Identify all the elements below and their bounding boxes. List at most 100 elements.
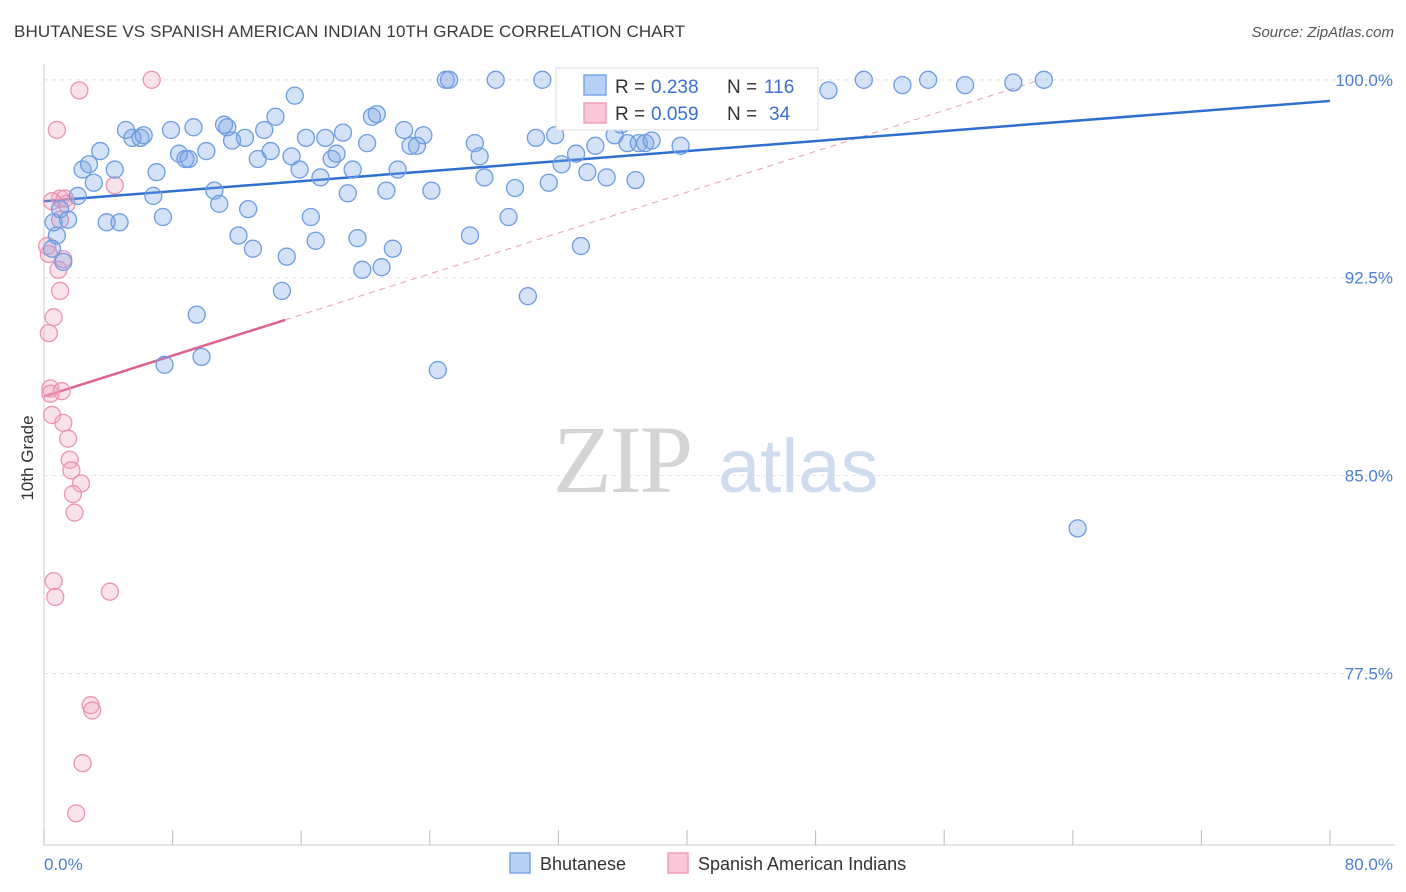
- point-bhutanese-40: [255, 120, 274, 140]
- point-bhutanese-50: [306, 231, 325, 250]
- legend-swatch-bhutanese: [583, 74, 607, 96]
- point-bhutanese-75: [460, 226, 480, 245]
- point-spanish-13: [50, 281, 70, 301]
- point-bhutanese-115: [1004, 73, 1023, 92]
- y-tick-labels: 100.0% 92.5% 85.0% 77.5%: [1335, 71, 1393, 684]
- point-bhutanese-22: [161, 120, 181, 140]
- point-bhutanese-46: [285, 86, 304, 105]
- series-spanish-american-indians: [38, 70, 161, 823]
- point-bhutanese-65: [383, 239, 402, 258]
- point-bhutanese-89: [566, 144, 586, 163]
- legend-r-value-2: 0.059: [651, 104, 699, 125]
- point-spanish-25: [71, 474, 91, 493]
- point-bhutanese-67: [394, 120, 414, 140]
- y-tick-label-3: 77.5%: [1345, 664, 1393, 683]
- point-bhutanese-48: [296, 128, 316, 148]
- point-bhutanese-70: [414, 126, 433, 145]
- point-bhutanese-51: [311, 168, 330, 187]
- point-bhutanese-74: [439, 70, 459, 89]
- bottom-legend-swatch-spanish: [667, 852, 689, 874]
- point-spanish-28: [83, 701, 102, 720]
- point-spanish-7: [44, 571, 63, 591]
- point-bhutanese-43: [272, 281, 292, 301]
- point-bhutanese-62: [367, 104, 386, 124]
- legend-n-label-1: N =: [727, 77, 757, 98]
- point-bhutanese-5: [58, 210, 78, 229]
- point-bhutanese-35: [229, 226, 248, 245]
- point-bhutanese-112: [893, 75, 912, 95]
- point-bhutanese-32: [214, 115, 234, 134]
- series-legend: Bhutanese Spanish American Indians: [509, 852, 906, 874]
- chart-title: BHUTANESE VS SPANISH AMERICAN INDIAN 10T…: [14, 22, 686, 41]
- legend-n-value-1: 116: [764, 77, 794, 98]
- y-tick-label-1: 92.5%: [1345, 269, 1393, 288]
- point-bhutanese-64: [377, 181, 396, 200]
- point-bhutanese-68: [401, 136, 420, 155]
- point-bhutanese-92: [586, 136, 605, 155]
- point-bhutanese-61: [362, 107, 382, 126]
- point-spanish-4: [41, 384, 60, 403]
- point-bhutanese-105: [671, 136, 690, 155]
- watermark: ZIP atlas: [553, 406, 879, 513]
- watermark-atlas: atlas: [718, 424, 879, 509]
- x-tick-label-min: 0.0%: [44, 855, 83, 874]
- legend-n-label-2: N =: [727, 104, 757, 125]
- axes: [43, 64, 1395, 846]
- point-bhutanese-13: [110, 213, 129, 232]
- point-bhutanese-58: [348, 228, 367, 248]
- point-spanish-14: [52, 382, 71, 401]
- watermark-zip: ZIP: [553, 406, 691, 513]
- legend: R = 0.238 N = 116 R = 0.059 N = 34: [555, 67, 819, 131]
- point-bhutanese-37: [239, 199, 258, 219]
- point-bhutanese-69: [407, 136, 427, 155]
- trend-line-spanish: [43, 318, 286, 398]
- point-spanish-20: [62, 461, 81, 480]
- trend-line-spanish-extension: [43, 79, 1041, 397]
- point-bhutanese-83: [526, 128, 546, 148]
- point-spanish-9: [47, 120, 67, 140]
- point-bhutanese-19: [147, 163, 166, 182]
- point-bhutanese-20: [153, 207, 173, 227]
- point-bhutanese-26: [184, 118, 203, 137]
- point-bhutanese-42: [266, 107, 285, 126]
- point-spanish-8: [46, 587, 65, 607]
- point-bhutanese-3: [42, 239, 62, 258]
- point-spanish-23: [67, 804, 86, 823]
- point-bhutanese-90: [571, 236, 591, 256]
- point-bhutanese-114: [955, 75, 975, 95]
- bottom-legend-label-bhutanese: Bhutanese: [540, 854, 626, 874]
- point-bhutanese-81: [505, 178, 525, 198]
- point-bhutanese-16: [131, 128, 150, 148]
- point-bhutanese-116: [1034, 70, 1054, 89]
- point-bhutanese-17: [134, 126, 153, 145]
- point-spanish-26: [73, 754, 92, 773]
- point-bhutanese-47: [290, 160, 309, 179]
- point-bhutanese-79: [486, 70, 505, 89]
- point-bhutanese-117: [1068, 519, 1087, 538]
- point-spanish-30: [105, 176, 124, 195]
- point-spanish-24: [70, 81, 89, 100]
- point-bhutanese-45: [282, 147, 301, 166]
- point-bhutanese-8: [79, 155, 99, 174]
- point-bhutanese-66: [388, 160, 407, 179]
- point-spanish-18: [58, 429, 78, 448]
- point-bhutanese-56: [338, 184, 357, 203]
- point-spanish-6: [44, 308, 63, 327]
- legend-r-value-1: 0.238: [651, 77, 699, 98]
- y-axis-title: 10th Grade: [18, 415, 37, 500]
- grid-lines: [44, 79, 1395, 674]
- point-bhutanese-31: [210, 194, 229, 213]
- point-bhutanese-84: [533, 70, 552, 89]
- point-bhutanese-6: [68, 186, 87, 206]
- legend-r-label-2: R =: [615, 104, 645, 125]
- y-tick-label-2: 85.0%: [1345, 467, 1393, 486]
- point-bhutanese-71: [422, 181, 441, 200]
- point-bhutanese-9: [84, 173, 103, 192]
- point-bhutanese-94: [597, 168, 616, 187]
- y-tick-label-0: 100.0%: [1335, 71, 1393, 90]
- point-bhutanese-21: [155, 355, 174, 374]
- point-bhutanese-59: [353, 260, 372, 279]
- point-bhutanese-101: [642, 131, 661, 150]
- point-bhutanese-29: [197, 141, 216, 161]
